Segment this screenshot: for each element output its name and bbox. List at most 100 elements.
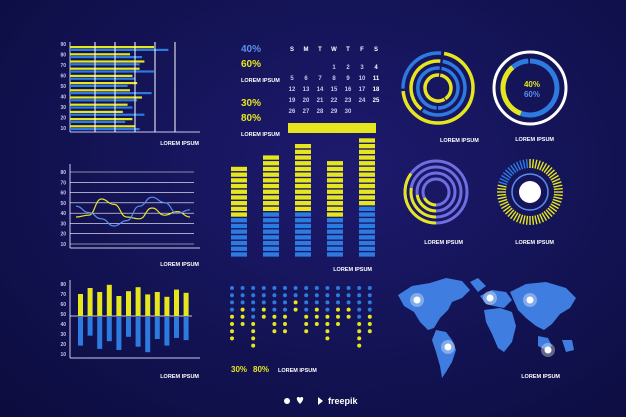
lines-tick-label: 70 <box>60 180 66 186</box>
columns-block-segment <box>359 155 375 160</box>
vbar-bar-down <box>97 317 103 349</box>
dots-point <box>240 307 245 312</box>
columns-block-segment <box>263 172 279 177</box>
dots-point <box>346 307 351 312</box>
columns-block-segment <box>263 201 279 206</box>
calendar-day-header: S <box>374 47 378 53</box>
hbar-bar-yellow <box>70 110 123 113</box>
dots-point <box>240 293 245 298</box>
hbar-tick-label: 90 <box>60 42 66 48</box>
dots-point <box>272 300 277 305</box>
ring4-tick <box>510 164 517 173</box>
map-landmass <box>480 290 512 308</box>
vbar-bar-up <box>97 292 103 316</box>
ring4-tick <box>522 159 526 169</box>
dots-point <box>251 314 256 319</box>
hbar-bar-blue <box>70 84 128 87</box>
dots-point <box>346 286 351 290</box>
columns-block-segment <box>359 144 375 149</box>
calendar-date: 29 <box>331 109 338 115</box>
dots-point <box>283 329 287 334</box>
dots-point <box>336 300 340 305</box>
hbar-bar-yellow <box>70 103 128 106</box>
ring4-tick <box>534 215 538 225</box>
vbar-bar-down <box>87 317 93 336</box>
dots-point <box>346 293 351 298</box>
vbar-bar-up <box>145 294 151 316</box>
dots-point <box>357 322 362 326</box>
kpi-stat-2a: 30% <box>241 98 261 109</box>
columns-block-segment <box>231 166 247 172</box>
dots-point <box>272 322 277 326</box>
map-landmass <box>432 330 456 378</box>
map-marker-australia <box>544 346 552 354</box>
columns-block-segment <box>359 212 375 217</box>
vbar-bar-down <box>145 317 151 353</box>
calendar-day-header: T <box>318 47 322 53</box>
columns-block-segment <box>327 161 343 166</box>
columns-block-segment <box>263 240 279 246</box>
ring4-tick <box>553 196 563 200</box>
ring4-tick <box>510 211 517 220</box>
dots-point <box>283 314 287 319</box>
vbar-bar-up <box>78 294 83 316</box>
calendar-date: 25 <box>373 98 380 104</box>
hbar-bar-blue <box>70 56 142 59</box>
hbar-bar-blue <box>70 113 145 116</box>
dots-point <box>304 286 309 290</box>
ring4-tick <box>515 161 521 171</box>
dots-point <box>314 286 319 290</box>
ring4-tick <box>501 174 510 181</box>
calendar-day-header: W <box>331 47 337 53</box>
dots-point <box>230 322 234 326</box>
columns-block-segment <box>359 218 375 223</box>
dots-point <box>314 314 319 319</box>
lines-tick-label: 50 <box>60 201 66 207</box>
columns-block-segment <box>263 235 279 240</box>
lines-tick-label: 30 <box>60 221 66 227</box>
dots-point <box>336 293 340 298</box>
dots-point <box>325 336 330 341</box>
ring4-tick <box>545 167 553 175</box>
dots-legend-1: 30% <box>231 365 247 374</box>
calendar-date: 24 <box>359 98 366 104</box>
ring1-arc <box>401 51 475 125</box>
ring4-tick <box>512 212 519 221</box>
hbar-bar-yellow <box>70 67 140 70</box>
ring1-arc <box>421 59 467 117</box>
dots-point <box>261 314 266 319</box>
ring4-tick <box>497 196 507 200</box>
columns-block-segment <box>359 189 375 194</box>
calendar-date: 3 <box>360 65 364 71</box>
ring1-arc <box>439 73 453 101</box>
ring1-arc-rest <box>409 59 441 111</box>
dots-point <box>230 286 234 290</box>
columns-block-segment <box>295 155 311 160</box>
columns-block-segment <box>295 246 311 251</box>
dots-point <box>304 293 309 298</box>
columns-block-segment <box>327 172 343 177</box>
columns-block-segment <box>327 183 343 189</box>
dots-point <box>251 343 256 348</box>
ring4-tick <box>552 198 562 203</box>
ring4-tick <box>545 209 553 217</box>
ring4-tick <box>515 213 521 223</box>
columns-block-segment <box>359 206 375 211</box>
dots-point <box>304 307 309 312</box>
ring2-caption: LOREM IPSUM <box>515 137 554 143</box>
columns-block-segment <box>231 201 247 206</box>
lines-series-blue <box>75 196 191 227</box>
ring3-arc <box>423 197 437 207</box>
vbar-tick-label: 20 <box>60 342 66 348</box>
columns-block-segment <box>359 161 375 166</box>
map-marker-north-america <box>413 296 421 304</box>
vbar-bar-down <box>126 317 131 337</box>
calendar-date: 5 <box>290 76 294 82</box>
vbar-tick-label: 80 <box>60 282 66 288</box>
columns-block-segment <box>295 195 311 200</box>
columns-block-segment <box>359 178 375 183</box>
hbar-bar-yellow <box>70 60 145 63</box>
ring2-arc-yellow <box>500 65 522 116</box>
ring4-tick <box>519 214 524 224</box>
ring3-arc <box>415 194 437 213</box>
